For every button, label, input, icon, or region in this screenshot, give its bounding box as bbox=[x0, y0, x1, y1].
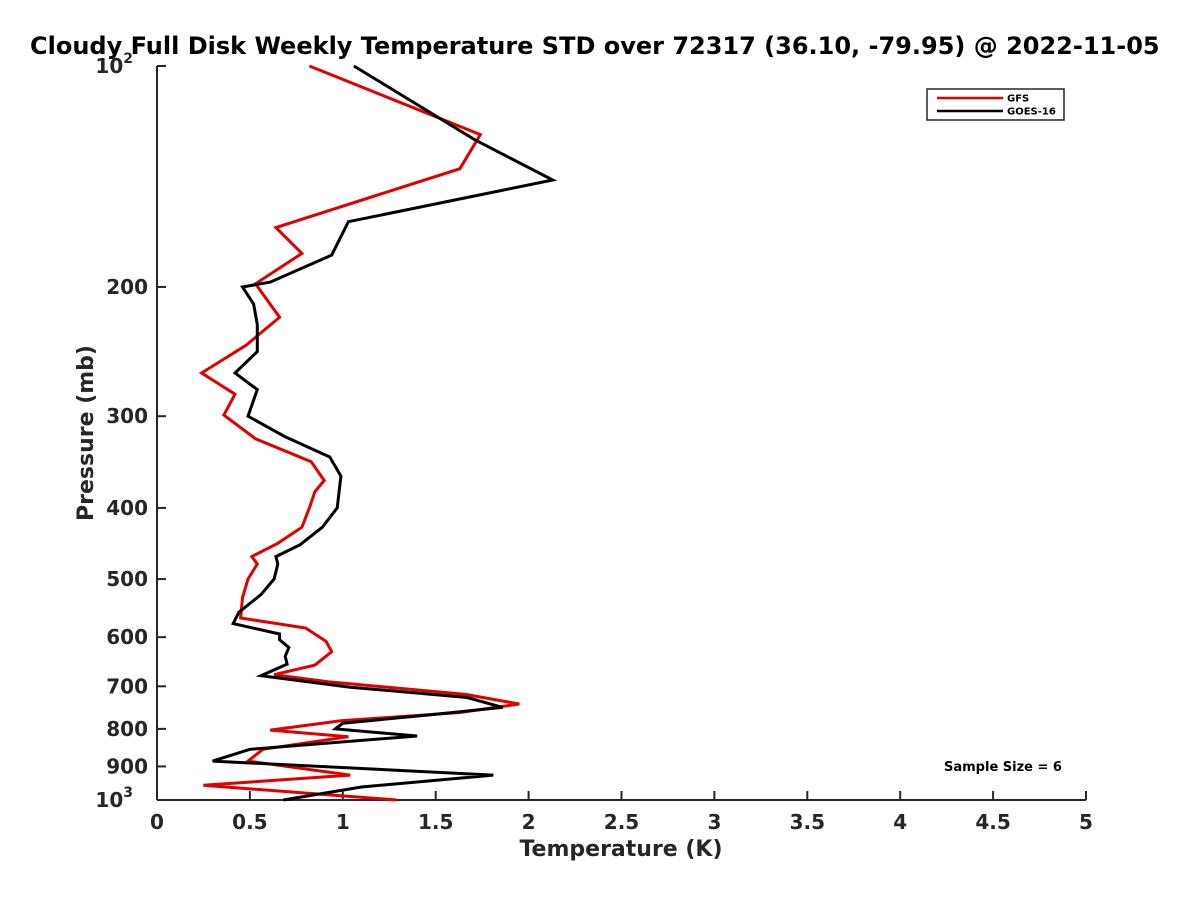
y-tick-label-base: 10 bbox=[95, 788, 123, 812]
y-tick-label-base: 700 bbox=[106, 674, 148, 698]
series-line-gfs bbox=[198, 64, 520, 802]
x-tick-label: 5 bbox=[1079, 810, 1093, 834]
y-tick-label-base: 500 bbox=[106, 567, 148, 591]
y-tick-label-base: 10 bbox=[95, 54, 123, 78]
x-tick-label: 3.5 bbox=[790, 810, 825, 834]
y-tick-label: 900 bbox=[106, 754, 148, 778]
series-line-goes-16 bbox=[212, 64, 558, 802]
y-tick-label-exponent: 3 bbox=[123, 785, 133, 801]
y-tick-label: 700 bbox=[106, 674, 148, 698]
y-axis-label: Pressure (mb) bbox=[74, 345, 99, 521]
y-tick-label: 800 bbox=[106, 717, 148, 741]
chart-title: Cloudy Full Disk Weekly Temperature STD … bbox=[30, 32, 1160, 60]
y-tick-label-base: 300 bbox=[106, 404, 148, 428]
y-tick-label: 200 bbox=[106, 275, 148, 299]
y-tick-label-base: 900 bbox=[106, 754, 148, 778]
plot-area bbox=[157, 66, 1086, 800]
y-tick-label-base: 400 bbox=[106, 496, 148, 520]
y-tick-label: 600 bbox=[106, 625, 148, 649]
x-tick-label: 4 bbox=[893, 810, 907, 834]
y-tick-label: 103 bbox=[95, 785, 133, 812]
y-tick-label-base: 200 bbox=[106, 275, 148, 299]
y-tick-label: 400 bbox=[106, 496, 148, 520]
x-tick-label: 2.5 bbox=[604, 810, 639, 834]
x-tick-label: 0.5 bbox=[232, 810, 267, 834]
series-layer bbox=[198, 64, 558, 802]
x-ticks: 0 0.5 1 1.5 2 2.5 3 3.5 4 4.5 5 bbox=[150, 791, 1093, 834]
y-tick-label: 300 bbox=[106, 404, 148, 428]
x-tick-label: 2 bbox=[522, 810, 536, 834]
legend-label: GFS bbox=[1007, 94, 1029, 105]
y-tick-label-base: 800 bbox=[106, 717, 148, 741]
x-tick-label: 4.5 bbox=[975, 810, 1010, 834]
legend-label: GOES-16 bbox=[1007, 107, 1056, 118]
y-tick-label-exponent: 2 bbox=[123, 51, 133, 67]
sample-size-annotation: Sample Size = 6 bbox=[944, 760, 1062, 775]
legend-box bbox=[926, 88, 1065, 121]
x-tick-label: 1 bbox=[336, 810, 350, 834]
legend: GFS GOES-16 bbox=[926, 88, 1065, 121]
x-axis-label: Temperature (K) bbox=[519, 837, 722, 862]
y-tick-label: 102 bbox=[95, 51, 133, 78]
x-tick-label: 3 bbox=[707, 810, 721, 834]
y-tick-label-base: 600 bbox=[106, 625, 148, 649]
x-tick-label: 0 bbox=[150, 810, 164, 834]
x-tick-label: 1.5 bbox=[418, 810, 453, 834]
y-tick-label: 500 bbox=[106, 567, 148, 591]
